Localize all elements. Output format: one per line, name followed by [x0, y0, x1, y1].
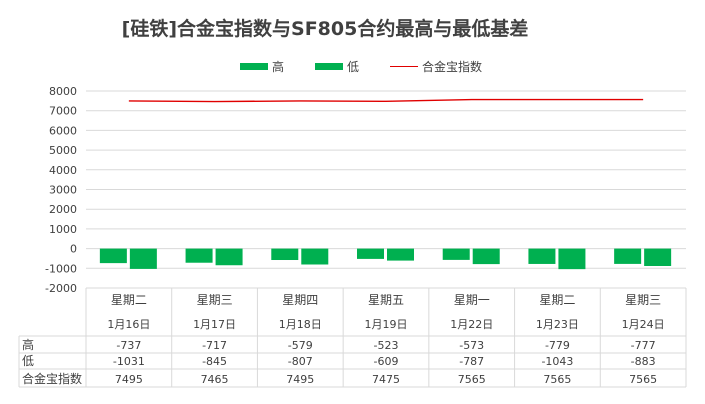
table-cell: 7565	[458, 373, 486, 386]
y-tick-label: 5000	[49, 144, 77, 157]
x-tick-date: 1月16日	[107, 318, 150, 331]
bar-high	[185, 248, 213, 263]
x-tick-weekday: 星期三	[197, 293, 233, 307]
y-tick-label: -1000	[45, 262, 77, 275]
bar-high	[99, 248, 127, 264]
legend-swatch-high	[240, 63, 268, 70]
table-cell: -579	[288, 339, 313, 352]
index-line	[128, 98, 644, 103]
bar-high	[442, 248, 470, 260]
table-cell: -717	[202, 339, 227, 352]
y-tick-label: 2000	[49, 203, 77, 216]
y-tick-label: 6000	[49, 124, 77, 137]
table-cell: -737	[116, 339, 141, 352]
table-cell: 7565	[629, 373, 657, 386]
legend-label-index: 合金宝指数	[422, 60, 483, 74]
table-cell: -779	[545, 339, 570, 352]
bar-high	[357, 248, 384, 259]
legend-item-low: 低	[315, 58, 359, 75]
table-row-label: 低	[22, 354, 34, 368]
table-cell: -523	[374, 339, 399, 352]
table-cell: 7495	[115, 373, 143, 386]
y-tick-label: 0	[70, 243, 77, 256]
x-tick-weekday: 星期二	[539, 293, 575, 307]
table-cell: -807	[288, 355, 313, 368]
y-tick-label: 4000	[49, 164, 77, 177]
table-cell: -787	[459, 355, 484, 368]
table-cell: -573	[459, 339, 484, 352]
table-cell: -1031	[113, 355, 145, 368]
legend-swatch-index	[390, 66, 418, 67]
legend-label-high: 高	[272, 60, 285, 74]
bar-high	[528, 248, 556, 264]
x-tick-weekday: 星期三	[625, 293, 661, 307]
bar-low	[129, 248, 157, 269]
x-tick-date: 1月24日	[622, 318, 665, 331]
table-cell: -1043	[541, 355, 573, 368]
x-tick-date: 1月17日	[193, 318, 236, 331]
table-cell: -883	[631, 355, 656, 368]
bar-low	[644, 248, 672, 266]
table-cell: -777	[631, 339, 656, 352]
x-tick-date: 1月19日	[365, 318, 408, 331]
x-tick-weekday: 星期一	[454, 293, 490, 307]
legend-item-index: 合金宝指数	[390, 58, 482, 75]
x-tick-weekday: 星期二	[111, 293, 147, 307]
bar-low	[472, 248, 500, 265]
bar-low	[215, 248, 243, 266]
table-row-label: 合金宝指数	[22, 371, 82, 386]
x-tick-date: 1月23日	[536, 318, 579, 331]
legend-item-high: 高	[240, 58, 284, 75]
table-cell: 7465	[201, 373, 229, 386]
bar-low	[301, 248, 329, 265]
y-tick-label: 8000	[49, 85, 77, 98]
legend-label-low: 低	[347, 60, 360, 74]
y-tick-label: 1000	[49, 223, 77, 236]
table-cell: 7475	[372, 373, 400, 386]
bar-low	[558, 248, 586, 270]
table-cell: 7565	[543, 373, 571, 386]
x-tick-date: 1月18日	[279, 318, 322, 331]
table-cell: 7495	[286, 373, 314, 386]
chart-title: [硅铁]合金宝指数与SF805合约最高与最低基差	[121, 18, 529, 40]
x-tick-date: 1月22日	[450, 318, 493, 331]
bar-high	[614, 248, 642, 264]
bar-low	[387, 248, 414, 261]
legend-swatch-low	[315, 63, 343, 70]
y-tick-label: 3000	[49, 184, 77, 197]
y-tick-label: -2000	[45, 282, 77, 295]
table-row-label: 高	[22, 337, 34, 352]
x-tick-weekday: 星期四	[282, 293, 318, 307]
y-tick-label: 7000	[49, 105, 77, 118]
bar-high	[271, 248, 299, 261]
x-tick-weekday: 星期五	[368, 293, 404, 307]
table-cell: -609	[374, 355, 399, 368]
table-cell: -845	[202, 355, 227, 368]
